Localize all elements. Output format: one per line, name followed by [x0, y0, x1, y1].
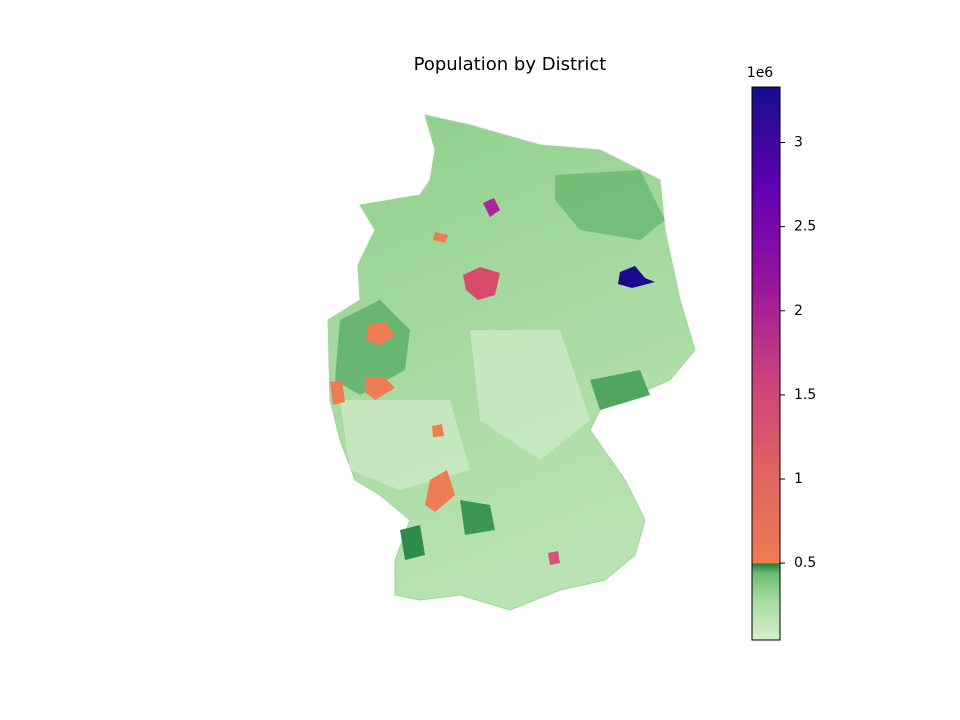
tick-label: 1.5: [794, 387, 816, 403]
tick-label: 2: [794, 303, 803, 319]
city: [463, 267, 500, 300]
colorbar: [751, 86, 781, 641]
region: [555, 170, 665, 240]
city: [432, 424, 444, 437]
region: [470, 330, 590, 460]
city: [365, 378, 395, 400]
region: [400, 525, 425, 560]
map: [327, 114, 696, 611]
city: [433, 232, 448, 243]
region: [460, 500, 495, 535]
city: [425, 470, 455, 512]
tick-label: 2.5: [794, 219, 816, 235]
tick-label: 3: [794, 135, 803, 151]
region: [335, 300, 410, 395]
city: [330, 380, 345, 405]
tick-label: 0.5: [794, 555, 816, 571]
city: [366, 322, 395, 345]
city: [548, 551, 560, 565]
tick-label: 1: [794, 471, 803, 487]
chart-title: Population by District: [414, 54, 607, 75]
region: [340, 400, 470, 490]
region: [590, 370, 650, 410]
city: [483, 198, 500, 217]
colorbar-offset: 1e6: [747, 65, 774, 81]
city: [618, 266, 655, 288]
